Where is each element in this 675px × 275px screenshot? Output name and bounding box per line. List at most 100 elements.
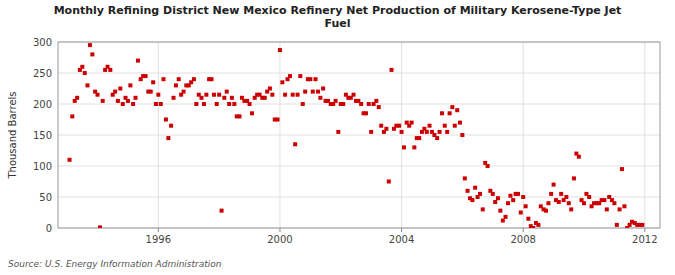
point: [288, 74, 292, 78]
point: [587, 195, 591, 199]
point: [296, 93, 300, 97]
point: [96, 93, 100, 97]
point: [162, 77, 166, 81]
point: [552, 183, 556, 187]
point: [210, 77, 214, 81]
point: [496, 196, 500, 200]
point: [470, 198, 474, 202]
x-tick-label: 2000: [267, 234, 292, 245]
point: [166, 136, 170, 140]
point: [136, 59, 140, 63]
point: [364, 111, 368, 115]
x-tick: [279, 228, 280, 232]
point: [75, 96, 79, 100]
point: [200, 96, 204, 100]
point: [334, 99, 338, 103]
point: [425, 130, 429, 134]
point: [321, 87, 325, 91]
point: [572, 176, 576, 180]
point: [192, 77, 196, 81]
point: [341, 102, 345, 106]
point: [448, 111, 452, 115]
point: [159, 102, 163, 106]
point: [291, 93, 295, 97]
point: [544, 209, 548, 213]
point: [215, 102, 219, 106]
point: [182, 90, 186, 94]
point: [602, 198, 606, 202]
point: [390, 68, 394, 72]
point: [374, 99, 378, 103]
y-tick-label: 200: [33, 99, 52, 110]
point: [314, 77, 318, 81]
point: [549, 192, 553, 196]
point: [605, 207, 609, 211]
grid-line: [58, 197, 660, 198]
point: [301, 102, 305, 106]
point: [164, 118, 168, 122]
point: [577, 155, 581, 159]
point: [359, 102, 363, 106]
point: [225, 90, 229, 94]
point: [151, 80, 155, 84]
point: [491, 192, 495, 196]
point: [531, 226, 535, 228]
point: [526, 217, 530, 221]
grid-line: [279, 42, 280, 228]
point: [268, 87, 272, 91]
point: [212, 93, 216, 97]
point: [177, 77, 181, 81]
point: [116, 99, 120, 103]
y-axis-label: Thousand Barrels: [7, 91, 18, 179]
point: [98, 225, 102, 228]
y-tick-label: 250: [33, 68, 52, 79]
point: [121, 102, 125, 106]
point: [238, 114, 242, 118]
point: [352, 93, 356, 97]
point: [118, 87, 122, 91]
point: [85, 83, 89, 87]
x-tick-label: 2008: [510, 234, 535, 245]
point: [569, 207, 573, 211]
point: [508, 194, 512, 198]
grid-line: [58, 104, 660, 105]
point: [501, 219, 505, 223]
point: [559, 192, 563, 196]
x-tick: [158, 228, 159, 232]
point: [144, 74, 148, 78]
point: [622, 204, 626, 208]
point: [126, 99, 130, 103]
y-tick-label: 50: [39, 192, 52, 203]
point: [443, 124, 447, 128]
point: [108, 68, 112, 72]
point: [303, 90, 307, 94]
point: [519, 211, 523, 215]
point: [450, 105, 454, 109]
point: [445, 130, 449, 134]
x-tick: [523, 228, 524, 232]
point: [524, 204, 528, 208]
point: [377, 105, 381, 109]
grid-line: [58, 73, 660, 74]
point: [70, 114, 74, 118]
point: [217, 93, 221, 97]
point: [516, 192, 520, 196]
point: [169, 124, 173, 128]
point: [156, 93, 160, 97]
point: [230, 96, 234, 100]
grid-line: [58, 166, 660, 167]
point: [511, 198, 515, 202]
point: [367, 102, 371, 106]
point: [154, 102, 158, 106]
grid: [58, 42, 660, 228]
x-tick-label: 2004: [389, 234, 414, 245]
y-tick-label: 100: [33, 161, 52, 172]
point: [478, 192, 482, 196]
point: [615, 223, 619, 227]
point: [504, 215, 508, 219]
points: [68, 43, 645, 228]
point: [232, 102, 236, 106]
grid-line: [158, 42, 159, 228]
point: [204, 93, 208, 97]
point: [564, 195, 568, 199]
